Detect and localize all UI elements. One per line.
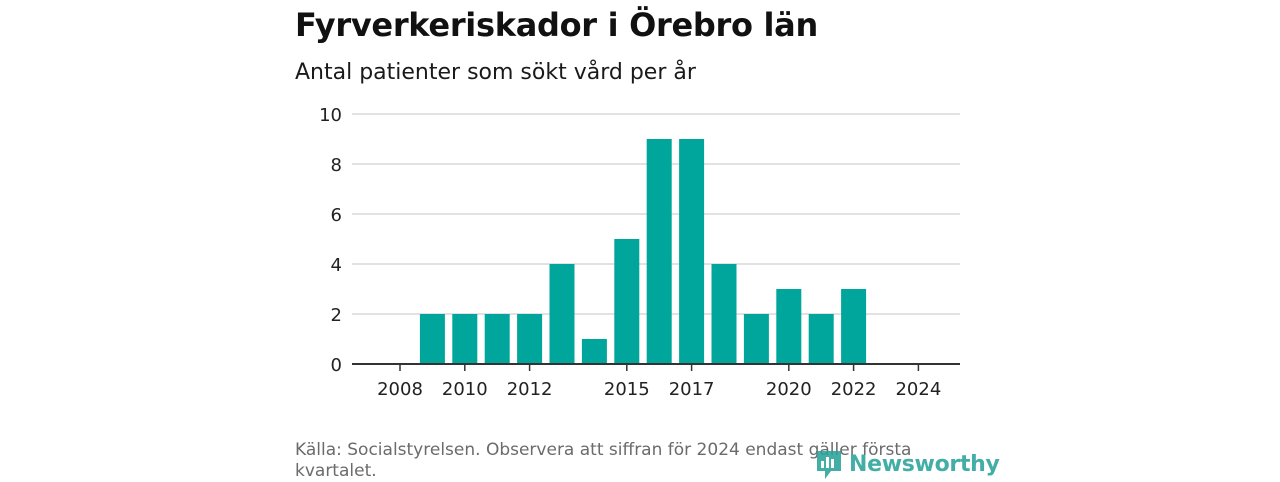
chart-subtitle: Antal patienter som sökt vård per år <box>295 60 696 85</box>
x-tick-label: 2024 <box>895 379 941 400</box>
bar-2010 <box>452 314 478 364</box>
y-tick-label: 6 <box>331 205 342 226</box>
bar-2014 <box>581 339 607 364</box>
bar-2021 <box>808 314 834 364</box>
bar-2018 <box>711 264 737 364</box>
y-tick-label: 10 <box>319 105 342 126</box>
y-axis-ticks: 0 2 4 6 8 10 <box>319 105 342 376</box>
bar-2022 <box>841 289 867 364</box>
x-tick-label: 2017 <box>669 379 715 400</box>
bar-2015 <box>614 239 640 364</box>
newsworthy-logo-icon <box>817 451 841 479</box>
bar-2011 <box>484 314 510 364</box>
bar-2012 <box>517 314 543 364</box>
chart-title: Fyrverkeriskador i Örebro län <box>295 6 818 44</box>
x-axis-ticks: 2008 2010 2012 2015 2017 2020 2022 2024 <box>377 364 941 400</box>
x-tick-label: 2008 <box>377 379 423 400</box>
bar-2016 <box>646 139 672 364</box>
y-tick-label: 0 <box>331 355 342 376</box>
bar-2013 <box>549 264 575 364</box>
y-tick-label: 2 <box>331 305 342 326</box>
source-note: Källa: Socialstyrelsen. Observera att si… <box>295 440 912 481</box>
brand-logo: Newsworthy <box>815 447 1000 481</box>
brand-name: Newsworthy <box>849 451 1000 477</box>
bar-2019 <box>743 314 769 364</box>
x-tick-label: 2010 <box>442 379 488 400</box>
x-tick-label: 2020 <box>766 379 812 400</box>
x-tick-label: 2022 <box>831 379 877 400</box>
bar-2020 <box>776 289 802 364</box>
x-tick-label: 2012 <box>507 379 553 400</box>
x-tick-label: 2015 <box>604 379 650 400</box>
bar-2009 <box>419 314 445 364</box>
y-tick-label: 8 <box>331 155 342 176</box>
bars <box>419 139 867 364</box>
bar-chart: 0 2 4 6 8 10 2008 2010 2012 2015 2017 2020 2022 2024 <box>319 105 960 400</box>
y-tick-label: 4 <box>331 255 342 276</box>
bar-2017 <box>679 139 705 364</box>
